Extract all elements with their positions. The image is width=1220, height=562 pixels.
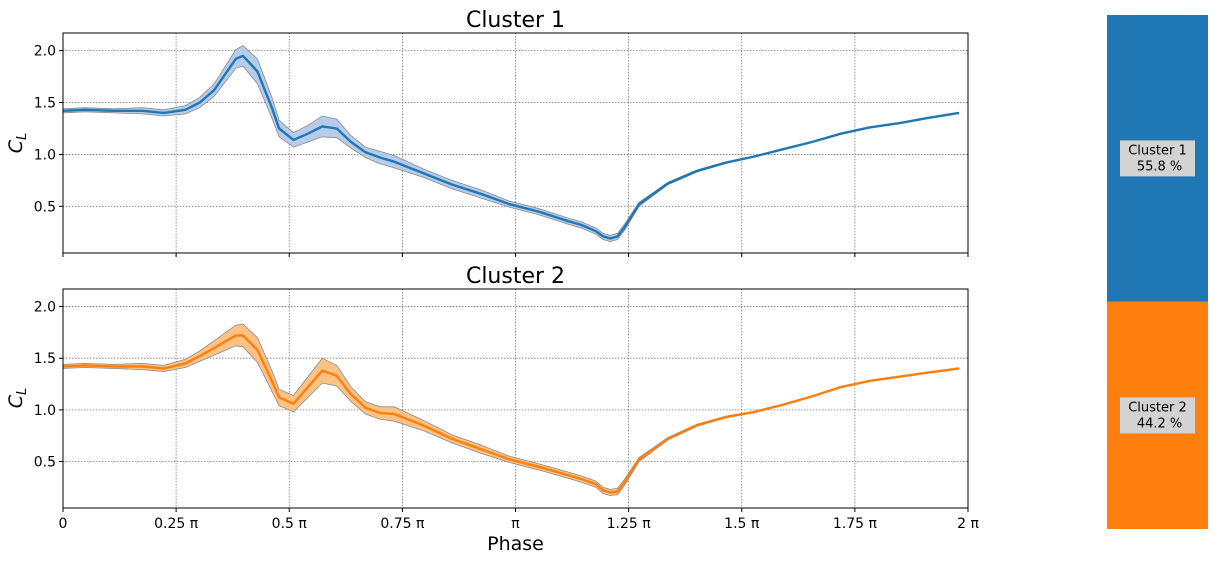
y-tick-label: 0.5	[34, 199, 56, 215]
x-tick-label: 0	[59, 516, 68, 532]
share-label-2: Cluster 2 44.2 %	[1128, 400, 1187, 431]
x-axis-label: Phase	[487, 533, 544, 555]
panel-2: 0.5 1.0 1.5 2.0 0 0.25 π 0.5 π 0.75 π π 1.25 π 1.5…	[5, 264, 979, 555]
y-tick-label: 0.5	[34, 455, 56, 471]
x-tick-label: 2 π	[957, 516, 979, 532]
x-tick-label: 1.75 π	[833, 516, 878, 532]
mean-line	[62, 54, 960, 240]
y-tick-label: 1.0	[34, 147, 56, 163]
y-tick-label: 1.5	[34, 96, 56, 112]
x-tick-label: 0.5 π	[272, 516, 308, 532]
plot-frame	[62, 288, 969, 509]
cluster-share-bar: Cluster 1 55.8 % Cluster 2 44.2 %	[1107, 15, 1208, 529]
x-tick-label: 0.75 π	[380, 516, 425, 532]
mean-line	[62, 334, 960, 494]
y-axis-label: CL	[5, 388, 30, 409]
panel-title: Cluster 2	[466, 264, 565, 289]
y-axis-label: CL	[5, 133, 30, 154]
panel-title: Cluster 1	[466, 8, 565, 33]
x-tick-label: π	[511, 516, 520, 532]
y-tick-label: 1.0	[34, 403, 56, 419]
share-label-box	[1120, 397, 1195, 434]
y-tick-label: 2.0	[34, 300, 56, 316]
share-label-1: Cluster 1 55.8 %	[1128, 143, 1187, 174]
x-tick-label: 1.25 π	[607, 516, 652, 532]
y-tick-label: 1.5	[34, 351, 56, 367]
plot-frame	[62, 32, 969, 254]
y-tick-label: 2.0	[34, 44, 56, 60]
x-tick-label: 0.25 π	[154, 516, 199, 532]
panel-1: 0.5 1.0 1.5 2.0 Cluster 1 CL	[5, 8, 969, 257]
share-label-box	[1120, 140, 1195, 177]
x-tick-label: 1.5 π	[724, 516, 760, 532]
confidence-band	[62, 45, 960, 243]
